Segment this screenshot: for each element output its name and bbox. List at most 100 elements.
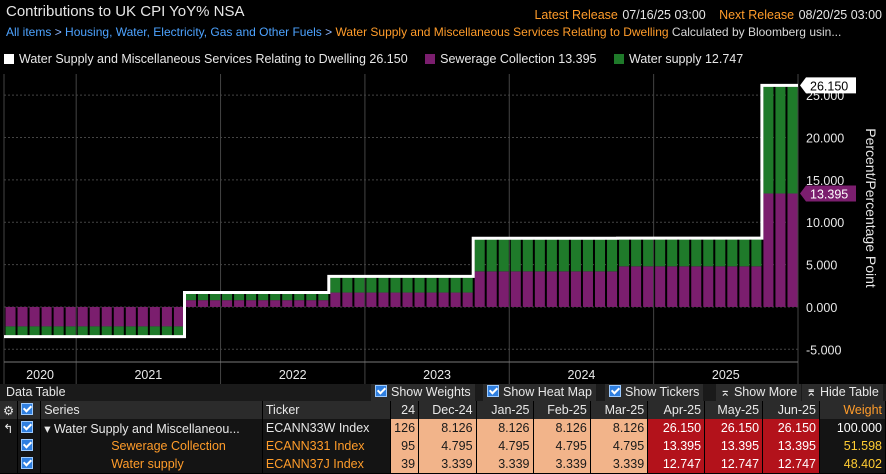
bar-sewerage xyxy=(330,292,341,307)
settings-icon[interactable]: ⚙ xyxy=(0,401,19,419)
breadcrumb-all-items[interactable]: All items xyxy=(6,25,52,39)
series-name: Water Supply and Miscellaneou... xyxy=(53,421,240,436)
bar-water-supply xyxy=(234,292,245,301)
x-tick-label: 2023 xyxy=(423,368,451,382)
table-row[interactable]: Water supply ECANN37J Index 39 3.339 3.3… xyxy=(0,455,886,473)
bar-sewerage xyxy=(210,300,221,307)
header-weight[interactable]: Weight xyxy=(819,401,886,419)
header-ticker[interactable]: Ticker xyxy=(262,401,392,419)
breadcrumb-note: Calculated by Bloomberg usin... xyxy=(671,25,842,39)
bar-sewerage xyxy=(438,292,449,307)
bar-water-supply xyxy=(149,326,160,337)
breadcrumb-housing[interactable]: Housing, Water, Electricity, Gas and Oth… xyxy=(65,25,322,39)
bar-water-supply xyxy=(89,326,100,337)
legend-item-total[interactable]: Water Supply and Miscellaneous Services … xyxy=(4,52,408,66)
bar-sewerage xyxy=(570,271,581,307)
bar-sewerage xyxy=(655,266,666,307)
bar-sewerage xyxy=(679,266,690,307)
header-series[interactable]: Series xyxy=(40,401,263,419)
bar-sewerage xyxy=(29,306,40,327)
legend-swatch xyxy=(4,54,14,64)
collapse-arrow-icon[interactable]: ▾ xyxy=(44,421,54,436)
bar-sewerage xyxy=(77,306,88,327)
breadcrumb-separator: > xyxy=(54,25,62,39)
bar-sewerage xyxy=(342,292,353,307)
row-checkbox[interactable] xyxy=(17,437,42,455)
chart-legend: Water Supply and Miscellaneous Services … xyxy=(4,52,757,66)
bar-sewerage xyxy=(631,266,642,307)
y-axis-label: Percent/Percentage Point xyxy=(863,128,879,288)
bar-sewerage xyxy=(486,271,497,307)
bar-sewerage xyxy=(41,306,52,327)
plot-area xyxy=(4,74,798,362)
bar-sewerage xyxy=(173,306,184,327)
bar-water-supply xyxy=(270,292,281,301)
header-date[interactable]: Apr-25 xyxy=(647,401,706,419)
bar-sewerage xyxy=(607,271,618,307)
checkbox-icon xyxy=(21,421,34,433)
bar-water-supply xyxy=(594,238,606,272)
option-label: Show Heat Map xyxy=(503,385,592,399)
bar-sewerage xyxy=(594,271,606,307)
bar-sewerage xyxy=(787,193,798,307)
show-more-button[interactable]: ⌅ Show More xyxy=(716,384,802,401)
bar-sewerage xyxy=(318,300,329,307)
table-row[interactable]: Sewerage Collection ECANN331 Index 95 4.… xyxy=(0,437,886,455)
header-date[interactable]: Feb-25 xyxy=(533,401,591,419)
cell: 12.747 xyxy=(762,455,820,473)
header-date[interactable]: Jun-25 xyxy=(762,401,820,419)
table-row[interactable]: ↰ ▾ Water Supply and Miscellaneou... ECA… xyxy=(0,419,886,437)
legend-item-sewerage[interactable]: Sewerage Collection 13.395 xyxy=(425,52,597,66)
bar-sewerage xyxy=(101,306,112,327)
bar-water-supply xyxy=(258,292,269,301)
bar-sewerage xyxy=(89,306,100,327)
cell-weight: 51.598 xyxy=(819,437,886,455)
header-checkbox[interactable] xyxy=(17,401,42,419)
bar-water-supply xyxy=(546,238,557,272)
legend-item-water-supply[interactable]: Water supply 12.747 xyxy=(614,52,743,66)
bar-water-supply xyxy=(65,326,76,337)
bar-water-supply xyxy=(679,238,690,267)
bar-water-supply xyxy=(607,238,618,272)
bar-sewerage xyxy=(5,306,16,327)
bar-water-supply xyxy=(161,326,172,337)
bar-water-supply xyxy=(222,292,233,301)
bar-water-supply xyxy=(29,326,40,337)
row-checkbox[interactable] xyxy=(17,455,42,473)
bar-water-supply xyxy=(643,238,654,267)
cell: 3.339 xyxy=(590,455,649,473)
legend-value: 12.747 xyxy=(704,52,744,66)
bar-sewerage xyxy=(306,300,317,307)
row-ticker: ECANN331 Index xyxy=(262,437,392,455)
bar-sewerage xyxy=(282,300,293,307)
breadcrumb-water-supply[interactable]: Water Supply and Miscellaneous Services … xyxy=(335,25,669,39)
breadcrumb: All items > Housing, Water, Electricity,… xyxy=(6,25,884,39)
row-checkbox[interactable] xyxy=(17,419,42,437)
bar-water-supply xyxy=(282,292,293,301)
bar-sewerage xyxy=(258,300,269,307)
cell: 4.795 xyxy=(476,437,534,455)
cell: 95 xyxy=(390,437,420,455)
next-release-label: Next Release xyxy=(719,8,795,22)
show-weights-toggle[interactable]: Show Weights xyxy=(371,384,475,401)
latest-release-value: 07/16/25 03:00 xyxy=(622,8,706,22)
bar-water-supply xyxy=(763,85,774,194)
bar-water-supply xyxy=(462,276,473,293)
end-label-box xyxy=(800,77,856,94)
header-date[interactable]: Mar-25 xyxy=(590,401,649,419)
hide-table-button[interactable]: ⌆ Hide Table xyxy=(802,384,883,401)
header-date[interactable]: May-25 xyxy=(704,401,764,419)
bar-sewerage xyxy=(234,300,245,307)
bar-water-supply xyxy=(246,292,257,301)
header-date[interactable]: Dec-24 xyxy=(418,401,477,419)
show-tickers-toggle[interactable]: Show Tickers xyxy=(605,384,704,401)
bar-water-supply xyxy=(631,238,642,267)
cell-weight: 100.000 xyxy=(819,419,886,437)
bar-sewerage xyxy=(546,271,557,307)
header-date[interactable]: Jan-25 xyxy=(476,401,534,419)
chart-plot[interactable]: 25.00020.00015.00010.0005.0000.000-5.000… xyxy=(0,72,886,384)
back-icon[interactable]: ↰ xyxy=(0,419,19,437)
cell: 8.126 xyxy=(418,419,477,437)
show-heat-map-toggle[interactable]: Show Heat Map xyxy=(483,384,596,401)
header-date[interactable]: 24 xyxy=(390,401,420,419)
